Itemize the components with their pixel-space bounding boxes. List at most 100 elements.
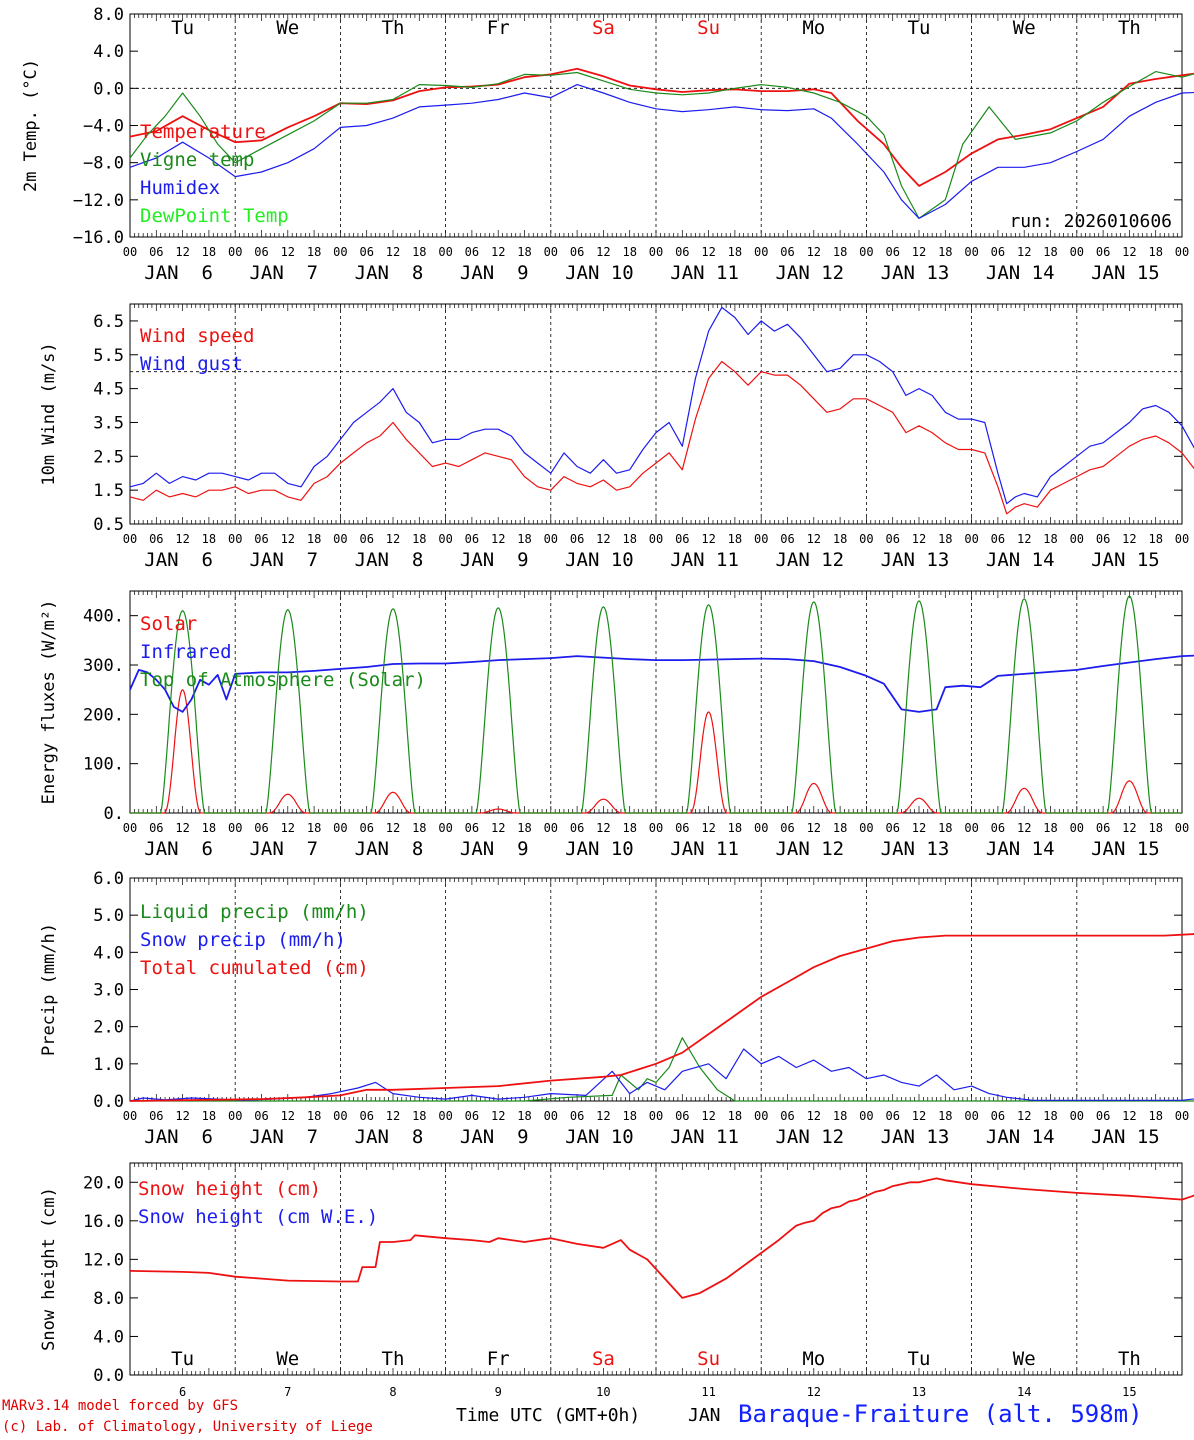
y-tick-label: 0.0 bbox=[93, 79, 124, 99]
day-of-week-label: We bbox=[276, 1348, 299, 1370]
x-hour-label: 12 bbox=[807, 1109, 821, 1123]
x-hour-label: 12 bbox=[807, 245, 821, 259]
x-hour-label: 00 bbox=[544, 245, 558, 259]
x-hour-label: 12 bbox=[596, 821, 610, 835]
x-hour-label: 12 bbox=[491, 1109, 505, 1123]
x-hour-label: 06 bbox=[991, 1109, 1005, 1123]
x-hour-label: 12 bbox=[912, 821, 926, 835]
x-hour-label: 06 bbox=[885, 821, 899, 835]
day-of-week-label: Mo bbox=[802, 17, 825, 39]
x-hour-label: 12 bbox=[1122, 1109, 1136, 1123]
x-hour-label: 12 bbox=[912, 532, 926, 546]
x-hour-label: 18 bbox=[622, 1109, 636, 1123]
x-date-label: JAN 12 bbox=[775, 1126, 844, 1148]
x-hour-label: 18 bbox=[833, 1109, 847, 1123]
x-hour-label: 18 bbox=[1148, 821, 1162, 835]
x-date-label: JAN 9 bbox=[460, 262, 529, 284]
y-tick-label: 4.0 bbox=[93, 42, 124, 62]
y-tick-label: 4.5 bbox=[93, 380, 124, 400]
x-hour-label: 00 bbox=[228, 245, 242, 259]
x-date-label: JAN 6 bbox=[144, 549, 213, 571]
day-of-week-label: Th bbox=[382, 1348, 405, 1370]
x-date-label: JAN 10 bbox=[565, 262, 634, 284]
x-hour-label: 06 bbox=[675, 245, 689, 259]
x-hour-label: 06 bbox=[1096, 532, 1110, 546]
x-hour-label: 12 bbox=[1122, 245, 1136, 259]
x-date-label: JAN 8 bbox=[355, 549, 424, 571]
panel-wind bbox=[129, 303, 1194, 525]
x-date-label: JAN 9 bbox=[460, 549, 529, 571]
x-hour-label: 06 bbox=[885, 1109, 899, 1123]
legend-entry: Solar bbox=[140, 613, 197, 635]
x-date-label: JAN 13 bbox=[881, 1126, 950, 1148]
day-of-week-label: Su bbox=[697, 1348, 720, 1370]
x-hour-label: 00 bbox=[1070, 532, 1084, 546]
x-hour-label: 12 bbox=[701, 245, 715, 259]
x-hour-label: 00 bbox=[649, 532, 663, 546]
x-hour-label: 00 bbox=[1175, 532, 1189, 546]
x-hour-label: 18 bbox=[622, 532, 636, 546]
x-date-label: JAN 6 bbox=[144, 262, 213, 284]
series-solar bbox=[130, 689, 1182, 814]
x-hour-label: 00 bbox=[754, 532, 768, 546]
x-hour-label: 00 bbox=[859, 532, 873, 546]
day-of-week-label: We bbox=[1013, 17, 1036, 39]
y-tick-label: −16.0 bbox=[73, 228, 124, 248]
x-hour-label: 00 bbox=[1175, 245, 1189, 259]
x-hour-label: 18 bbox=[728, 532, 742, 546]
x-hour-label: 12 bbox=[701, 821, 715, 835]
x-hour-label: 18 bbox=[412, 245, 426, 259]
x-hour-label: 00 bbox=[1175, 821, 1189, 835]
x-hour-label: 00 bbox=[754, 821, 768, 835]
x-date-label: JAN 9 bbox=[460, 1126, 529, 1148]
y-tick-label: 5.0 bbox=[93, 906, 124, 926]
x-hour-label: 18 bbox=[1043, 1109, 1057, 1123]
legend-entry: Snow height (cm) bbox=[138, 1178, 321, 1200]
x-hour-label: 12 bbox=[1017, 821, 1031, 835]
x-hour-label: 06 bbox=[149, 821, 163, 835]
x-hour-label: 06 bbox=[254, 532, 268, 546]
day-of-week-label: Fr bbox=[487, 1348, 510, 1370]
x-date-label: JAN 10 bbox=[565, 1126, 634, 1148]
y-tick-label: 12.0 bbox=[83, 1250, 124, 1270]
x-hour-label: 00 bbox=[123, 1109, 137, 1123]
x-date-label: JAN 11 bbox=[670, 262, 739, 284]
credit-line-2: (c) Lab. of Climatology, University of L… bbox=[2, 1419, 373, 1435]
x-hour-label: 12 bbox=[491, 821, 505, 835]
x-hour-label: 18 bbox=[517, 821, 531, 835]
y-tick-label: 3.5 bbox=[93, 413, 124, 433]
x-hour-label: 12 bbox=[596, 1109, 610, 1123]
x-hour-label: 12 bbox=[175, 821, 189, 835]
x-hour-label: 06 bbox=[570, 1109, 584, 1123]
station-title: Baraque-Fraiture (alt. 598m) bbox=[738, 1400, 1143, 1428]
x-hour-label: 18 bbox=[307, 245, 321, 259]
x-hour-label: 06 bbox=[1096, 821, 1110, 835]
x-hour-label: 00 bbox=[228, 821, 242, 835]
x-hour-label: 18 bbox=[622, 245, 636, 259]
x-hour-label: 12 bbox=[281, 1109, 295, 1123]
x-hour-label: 12 bbox=[596, 532, 610, 546]
x-date-label: JAN 12 bbox=[775, 549, 844, 571]
series-snow-height-cm bbox=[129, 1177, 1194, 1299]
x-hour-label: 06 bbox=[359, 821, 373, 835]
x-hour-label: 00 bbox=[649, 821, 663, 835]
x-day-date-label: 10 bbox=[596, 1385, 610, 1399]
x-date-label: JAN 10 bbox=[565, 838, 634, 860]
day-of-week-label: Fr bbox=[487, 17, 510, 39]
x-hour-label: 18 bbox=[517, 532, 531, 546]
y-tick-label: 5.5 bbox=[93, 346, 124, 366]
x-hour-label: 12 bbox=[386, 532, 400, 546]
x-hour-label: 12 bbox=[491, 245, 505, 259]
x-hour-label: 06 bbox=[1096, 1109, 1110, 1123]
series-total-cumulated-cm bbox=[129, 933, 1194, 1102]
x-date-label: JAN 15 bbox=[1091, 262, 1160, 284]
y-tick-label: 8.0 bbox=[93, 5, 124, 25]
x-day-date-label: 14 bbox=[1017, 1385, 1031, 1399]
legend-entry: Infrared bbox=[140, 641, 232, 663]
x-hour-label: 12 bbox=[701, 532, 715, 546]
x-hour-label: 00 bbox=[228, 1109, 242, 1123]
x-hour-label: 18 bbox=[307, 532, 321, 546]
x-date-label: JAN 7 bbox=[249, 838, 318, 860]
x-hour-label: 00 bbox=[544, 821, 558, 835]
